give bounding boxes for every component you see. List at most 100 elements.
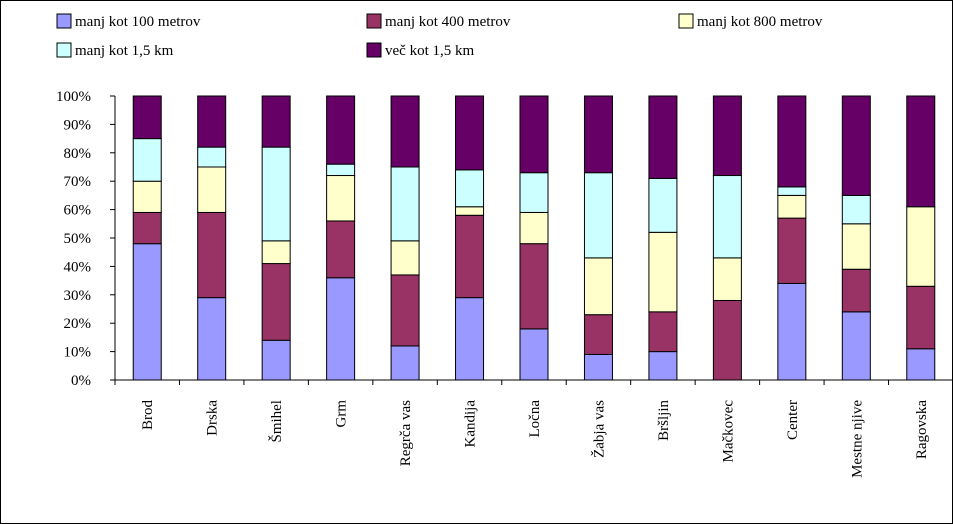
bar-mestne-njive-manj-kot-400-metrov <box>841 268 871 313</box>
bar-brsljin-manj-kot-100-metrov <box>648 351 678 381</box>
bar-ragovska-manj-kot-800-metrov <box>906 206 936 287</box>
y-tick-label: 20% <box>64 316 92 332</box>
bar-kandija-manj-kot-100-metrov <box>455 297 485 381</box>
legend-label-manj-kot-100-metrov: manj kot 100 metrov <box>75 14 201 30</box>
bar-center-manj-kot-800-metrov <box>777 194 807 219</box>
y-tick-label: 30% <box>64 288 92 304</box>
legend-label-vec-kot-1-5-km: več kot 1,5 km <box>385 43 474 59</box>
x-tick-label-mestne-njive: Mestne njive <box>849 400 865 478</box>
bar-center-vec-kot-1-5-km <box>777 95 807 188</box>
y-tick-label: 80% <box>64 146 92 162</box>
bar-ragovska-manj-kot-100-metrov <box>906 348 936 381</box>
bar-locna-vec-kot-1-5-km <box>519 95 549 174</box>
bar-brsljin-manj-kot-1-5-km <box>648 177 678 233</box>
bar-kandija-manj-kot-800-metrov <box>455 206 485 216</box>
bar-locna-manj-kot-1-5-km <box>519 172 549 213</box>
bar-zabja-vas-manj-kot-100-metrov <box>583 353 613 381</box>
bar-zabja-vas-manj-kot-1-5-km <box>583 172 613 259</box>
bar-brsljin-manj-kot-800-metrov <box>648 231 678 313</box>
x-tick-label-mackovec: Mačkovec <box>720 400 736 463</box>
bar-drska-vec-kot-1-5-km <box>197 95 227 148</box>
x-tick-label-zabja-vas: Žabja vas <box>590 400 607 458</box>
bar-ragovska-vec-kot-1-5-km <box>906 95 936 208</box>
legend-swatch-manj-kot-400-metrov <box>366 13 382 29</box>
legend-swatch-manj-kot-1-5-km <box>56 42 72 58</box>
bar-grm-vec-kot-1-5-km <box>326 95 356 165</box>
bar-grm-manj-kot-800-metrov <box>326 175 356 222</box>
bar-kandija-manj-kot-400-metrov <box>455 214 485 299</box>
bar-smihel-vec-kot-1-5-km <box>261 95 291 148</box>
bar-smihel-manj-kot-400-metrov <box>261 263 291 341</box>
y-tick-label: 90% <box>64 117 92 133</box>
bar-regrca-vas-vec-kot-1-5-km <box>390 95 420 168</box>
bar-brod-manj-kot-1-5-km <box>132 138 162 182</box>
bar-drska-manj-kot-400-metrov <box>197 211 227 299</box>
bar-mackovec-vec-kot-1-5-km <box>712 95 742 177</box>
bar-zabja-vas-manj-kot-800-metrov <box>583 257 613 316</box>
bar-drska-manj-kot-100-metrov <box>197 297 227 381</box>
bar-locna-manj-kot-400-metrov <box>519 243 549 330</box>
bar-drska-manj-kot-1-5-km <box>197 146 227 168</box>
legend-label-manj-kot-1-5-km: manj kot 1,5 km <box>75 43 174 59</box>
bar-brod-vec-kot-1-5-km <box>132 95 162 140</box>
bar-mestne-njive-manj-kot-1-5-km <box>841 194 871 225</box>
bar-regrca-vas-manj-kot-800-metrov <box>390 240 420 276</box>
bar-brod-manj-kot-100-metrov <box>132 243 162 381</box>
bar-kandija-manj-kot-1-5-km <box>455 169 485 208</box>
y-tick-label: 100% <box>56 89 91 105</box>
bar-regrca-vas-manj-kot-400-metrov <box>390 274 420 347</box>
bar-grm-manj-kot-100-metrov <box>326 277 356 381</box>
bar-ragovska-manj-kot-400-metrov <box>906 285 936 350</box>
bar-regrca-vas-manj-kot-1-5-km <box>390 166 420 242</box>
plot-area: 0% 10% 20% 30% 40% 50% 60% 70% 80% 90% 100% Brod Drs… <box>56 89 953 478</box>
bar-smihel-manj-kot-1-5-km <box>261 146 291 242</box>
x-tick-label-center: Center <box>785 400 801 440</box>
bar-mackovec-manj-kot-1-5-km <box>712 175 742 259</box>
x-tick-label-drska: Drska <box>205 400 221 436</box>
bar-brsljin-manj-kot-400-metrov <box>648 311 678 353</box>
legend-swatch-manj-kot-100-metrov <box>56 13 72 29</box>
bar-mestne-njive-vec-kot-1-5-km <box>841 95 871 196</box>
x-tick-label-regrca-vas: Regrča vas <box>398 400 414 466</box>
x-tick-label-brod: Brod <box>140 400 156 431</box>
bar-brsljin-vec-kot-1-5-km <box>648 95 678 179</box>
x-tick-label-brsljin: Bršljin <box>656 400 672 441</box>
x-tick-label-smihel: Šmihel <box>268 400 285 443</box>
x-tick-label-kandija: Kandija <box>463 400 479 448</box>
bar-smihel-manj-kot-100-metrov <box>261 339 291 381</box>
bar-zabja-vas-vec-kot-1-5-km <box>583 95 613 174</box>
bar-center-manj-kot-400-metrov <box>777 217 807 284</box>
bar-smihel-manj-kot-800-metrov <box>261 240 291 265</box>
bar-kandija-vec-kot-1-5-km <box>455 95 485 171</box>
legend: manj kot 100 metrov manj kot 400 metrov ma… <box>56 13 823 59</box>
x-tick-label-locna: Ločna <box>527 400 543 438</box>
bar-mackovec-manj-kot-800-metrov <box>712 257 742 301</box>
bar-center-manj-kot-100-metrov <box>777 282 807 381</box>
bar-brod-manj-kot-800-metrov <box>132 180 162 213</box>
legend-label-manj-kot-800-metrov: manj kot 800 metrov <box>697 14 823 30</box>
x-tick-label-grm: Grm <box>334 400 350 428</box>
bar-mestne-njive-manj-kot-100-metrov <box>841 311 871 381</box>
y-tick-label: 0% <box>71 373 91 389</box>
legend-swatch-manj-kot-800-metrov <box>678 13 694 29</box>
x-tick-label-ragovska: Ragovska <box>914 400 930 460</box>
bar-zabja-vas-manj-kot-400-metrov <box>583 314 613 355</box>
bar-mackovec-manj-kot-400-metrov <box>712 299 742 381</box>
bar-drska-manj-kot-800-metrov <box>197 166 227 213</box>
bar-grm-manj-kot-400-metrov <box>326 220 356 279</box>
bar-brod-manj-kot-400-metrov <box>132 211 162 245</box>
bar-grm-manj-kot-1-5-km <box>326 163 356 177</box>
y-tick-label: 50% <box>64 231 92 247</box>
bar-locna-manj-kot-100-metrov <box>519 328 549 381</box>
bar-mestne-njive-manj-kot-800-metrov <box>841 223 871 270</box>
bar-regrca-vas-manj-kot-100-metrov <box>390 345 420 381</box>
legend-swatch-vec-kot-1-5-km <box>366 42 382 58</box>
y-tick-label: 70% <box>64 174 92 190</box>
y-tick-label: 10% <box>64 345 92 361</box>
bar-locna-manj-kot-800-metrov <box>519 211 549 245</box>
bar-center-manj-kot-1-5-km <box>777 186 807 196</box>
y-tick-label: 60% <box>64 203 92 219</box>
legend-label-manj-kot-400-metrov: manj kot 400 metrov <box>385 14 511 30</box>
y-tick-label: 40% <box>64 259 92 275</box>
